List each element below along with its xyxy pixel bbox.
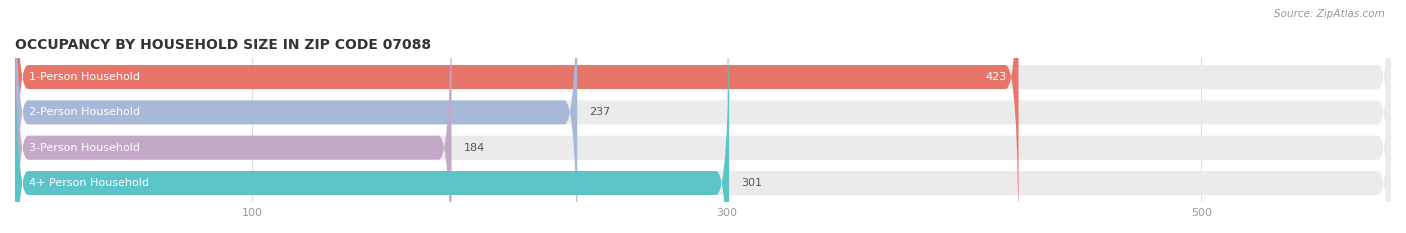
FancyBboxPatch shape: [15, 0, 451, 233]
Text: 237: 237: [589, 107, 610, 117]
Text: 3-Person Household: 3-Person Household: [30, 143, 141, 153]
Text: 184: 184: [464, 143, 485, 153]
Text: Source: ZipAtlas.com: Source: ZipAtlas.com: [1274, 9, 1385, 19]
FancyBboxPatch shape: [15, 1, 1391, 233]
Text: 423: 423: [986, 72, 1007, 82]
Text: 1-Person Household: 1-Person Household: [30, 72, 141, 82]
FancyBboxPatch shape: [15, 0, 1391, 233]
Text: 2-Person Household: 2-Person Household: [30, 107, 141, 117]
FancyBboxPatch shape: [15, 0, 578, 233]
FancyBboxPatch shape: [15, 0, 1391, 233]
Text: 301: 301: [741, 178, 762, 188]
Text: OCCUPANCY BY HOUSEHOLD SIZE IN ZIP CODE 07088: OCCUPANCY BY HOUSEHOLD SIZE IN ZIP CODE …: [15, 38, 432, 52]
Text: 4+ Person Household: 4+ Person Household: [30, 178, 149, 188]
FancyBboxPatch shape: [15, 0, 1018, 233]
FancyBboxPatch shape: [15, 0, 1391, 233]
FancyBboxPatch shape: [15, 1, 730, 233]
